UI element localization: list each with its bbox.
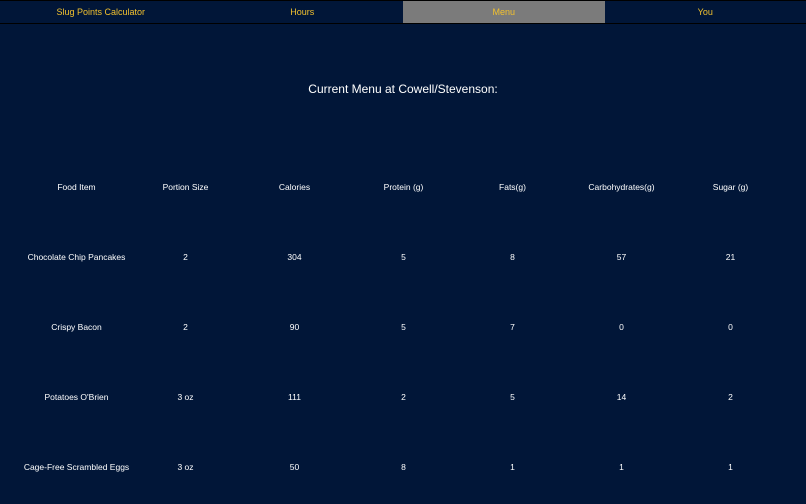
table-row: Potatoes O'Brien 3 oz 111 2 5 14 2 [22, 362, 785, 432]
column-header: Calories [278, 182, 311, 192]
column-header: Carbohydrates(g) [588, 182, 655, 192]
nav-tab[interactable]: Menu [403, 1, 605, 23]
table-cell: 14 [616, 392, 627, 402]
table-cell: Chocolate Chip Pancakes [27, 252, 126, 262]
table-cell: 0 [728, 322, 733, 332]
table-cell: 50 [289, 462, 300, 472]
nav-bar: Slug Points Calculator Hours Menu You [0, 0, 806, 24]
menu-table: Food Item Portion Size Calories Protein (g)… [22, 152, 785, 502]
nav-tab[interactable]: Slug Points Calculator [56, 7, 146, 17]
table-cell: 0 [619, 322, 624, 332]
table-cell: 3 oz [177, 462, 194, 472]
table-row: Crispy Bacon 2 90 5 7 0 0 [22, 292, 785, 362]
table-cell: 7 [510, 322, 515, 332]
table-cell: 1 [728, 462, 733, 472]
heading: Current Menu at Cowell/Stevenson: [308, 82, 498, 96]
table-cell: 111 [288, 392, 301, 402]
column-header: Protein (g) [383, 182, 424, 192]
table-cell: 5 [510, 392, 515, 402]
column-header: Food Item [57, 182, 96, 192]
table-cell: 1 [510, 462, 515, 472]
nav-tab[interactable]: Hours [290, 7, 315, 17]
column-header: Fats(g) [499, 182, 526, 192]
table-cell: 57 [616, 252, 627, 262]
table-cell: 5 [401, 322, 406, 332]
header-row: Food Item Portion Size Calories Protein (g)… [22, 152, 785, 222]
column-header: Sugar (g) [712, 182, 749, 192]
table-row: Cage-Free Scrambled Eggs 3 oz 50 8 1 1 1 [22, 432, 785, 502]
table-cell: 8 [401, 462, 406, 472]
table-cell: 2 [183, 322, 188, 332]
table-cell: 1 [619, 462, 624, 472]
table-cell: 304 [287, 252, 302, 262]
table-cell: Crispy Bacon [51, 322, 102, 332]
table-cell: Cage-Free Scrambled Eggs [23, 462, 130, 472]
table-cell: 21 [725, 252, 736, 262]
column-header: Portion Size [162, 182, 209, 192]
table-cell: 8 [510, 252, 515, 262]
table-cell: 2 [183, 252, 188, 262]
table-row: Chocolate Chip Pancakes 2 304 5 8 57 21 [22, 222, 785, 292]
table-cell: 90 [289, 322, 300, 332]
table-cell: 2 [728, 392, 733, 402]
nav-tab[interactable]: You [697, 7, 713, 17]
table-cell: 2 [401, 392, 406, 402]
table-cell: 5 [401, 252, 406, 262]
table-cell: 3 oz [177, 392, 194, 402]
table-cell: Potatoes O'Brien [44, 392, 109, 402]
